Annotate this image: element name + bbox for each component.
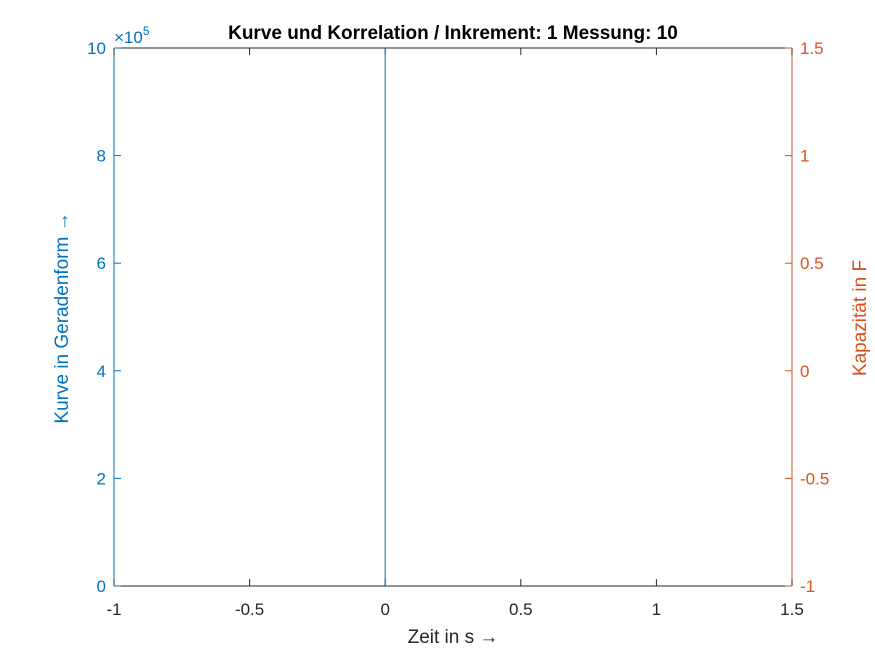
tick-labels: -1 -0.5 0 0.5 1 1.5 0 2 4 6 8 10 -1 -0.5 0 0.5 1 1.5 (87, 39, 829, 619)
left-axis-exponent: ×105 (114, 24, 150, 47)
y-right-tick-label: 0 (800, 362, 809, 381)
y-right-tick-label: 1 (800, 147, 809, 166)
y-right-tick-label: -1 (800, 577, 815, 596)
chart-title: Kurve und Korrelation / Inkrement: 1 Mes… (228, 23, 678, 44)
y-left-tick-label: 6 (97, 254, 106, 273)
y-right-tick-label: 1.5 (800, 39, 824, 58)
y-left-tick-label: 10 (87, 39, 106, 58)
axes-frame (113, 47, 793, 587)
y-left-tick-label: 0 (97, 577, 106, 596)
y-axis-left-label: Kurve in Geradenform → (52, 212, 73, 423)
x-tick-label: 1 (652, 600, 661, 619)
y-axis-right-label: Kapazität in F (850, 260, 871, 376)
y-left-tick-label: 8 (97, 147, 106, 166)
y-left-tick-label: 4 (97, 362, 106, 381)
x-tick-label: -1 (106, 600, 121, 619)
x-axis-label: Zeit in s → (408, 627, 499, 648)
y-left-tick-label: 2 (97, 469, 106, 488)
x-tick-label: 1.5 (780, 600, 804, 619)
x-tick-label: 0.5 (509, 600, 533, 619)
x-tick-label: -0.5 (235, 600, 264, 619)
y-right-tick-label: -0.5 (800, 469, 829, 488)
x-tick-label: 0 (380, 600, 389, 619)
y-right-tick-label: 0.5 (800, 254, 824, 273)
